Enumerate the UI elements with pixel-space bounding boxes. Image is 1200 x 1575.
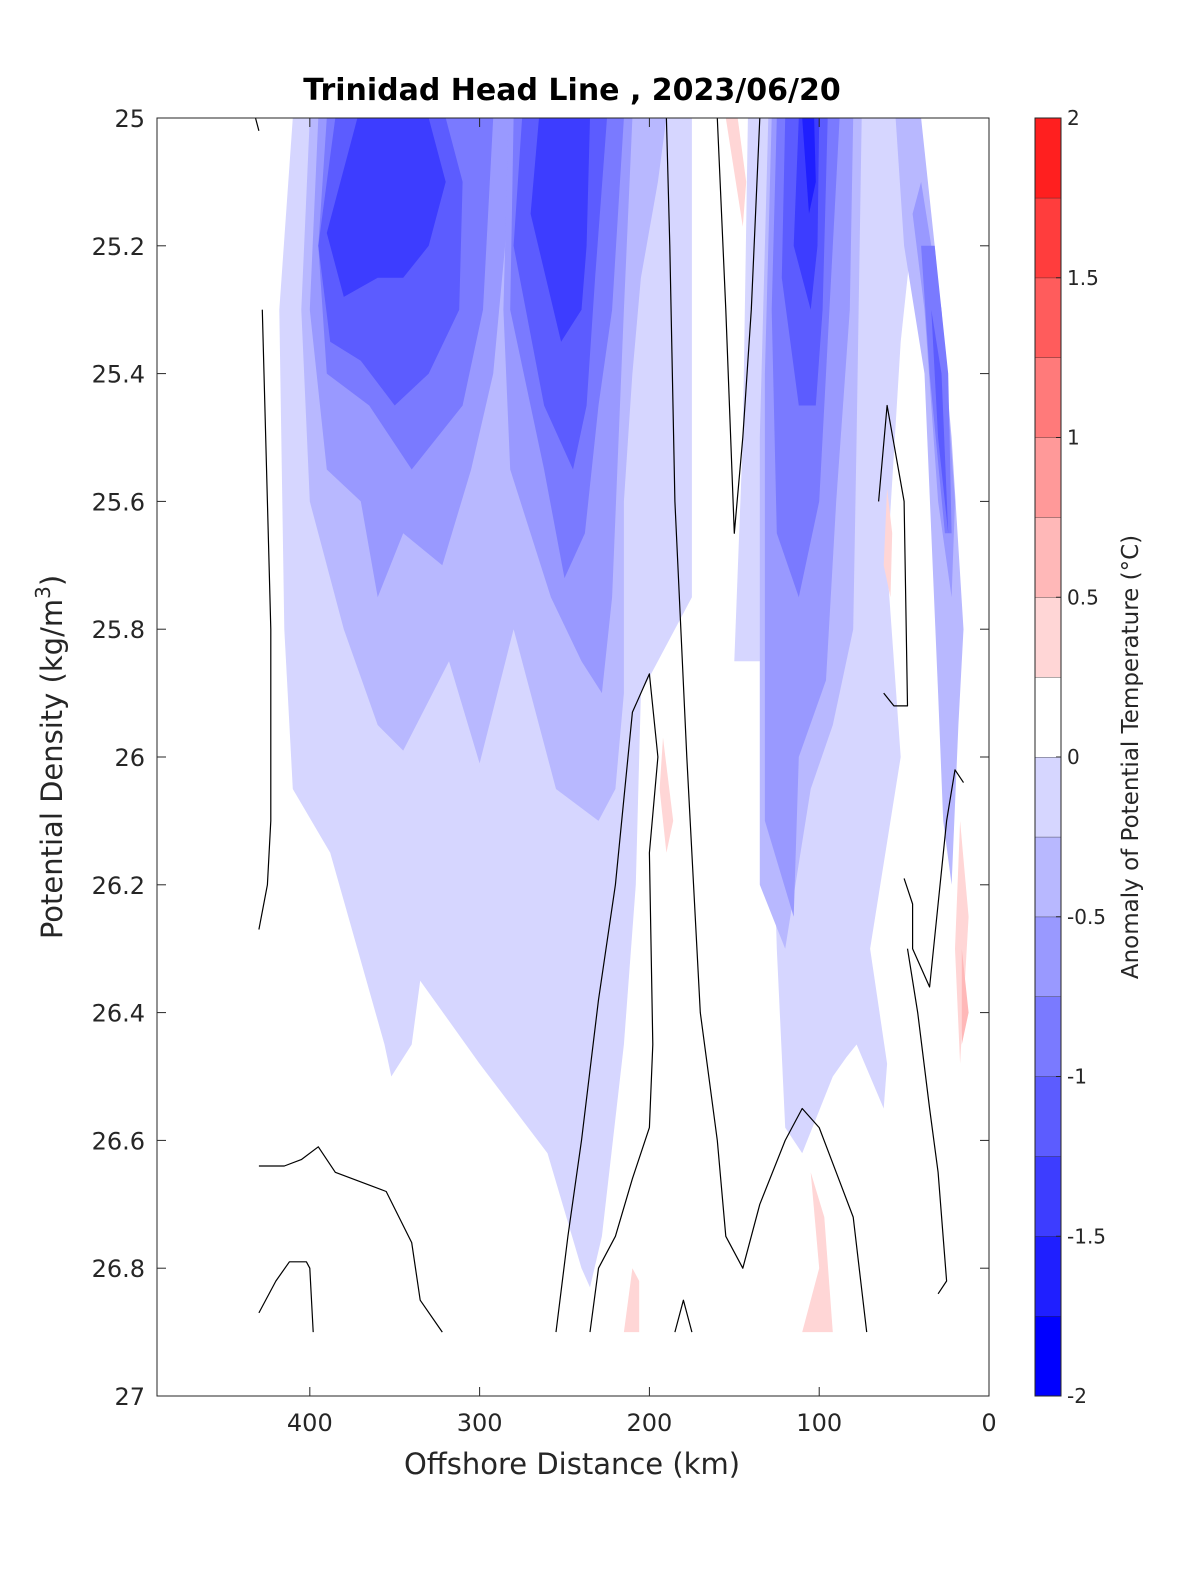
- y-tick-label: 25: [114, 105, 145, 133]
- filled-region-24: [883, 488, 893, 598]
- colorbar-tick-label: -1.5: [1067, 1224, 1106, 1248]
- colorbar-swatch: [1035, 517, 1061, 598]
- colorbar-swatch: [1035, 836, 1061, 917]
- colorbar-swatch: [1035, 197, 1061, 278]
- colorbar-tick-label: 1.5: [1067, 266, 1099, 290]
- filled-region-17: [931, 309, 949, 534]
- colorbar-swatch: [1035, 916, 1061, 997]
- filled-contours: [279, 118, 969, 1333]
- colorbar-tick-label: 2: [1067, 106, 1080, 130]
- contour-line-4: [555, 673, 659, 1333]
- filled-region-25: [955, 820, 969, 1064]
- colorbar-tick-label: 0.5: [1067, 585, 1099, 609]
- colorbar: 2 1.5 1 0.5 0 -0.5 -1 -1.5 -2 Anomaly of Potenti…: [1034, 106, 1144, 1408]
- colorbar-swatch: [1035, 1156, 1061, 1237]
- filled-region-27: [623, 1268, 640, 1333]
- contour-line-10: [906, 948, 948, 1295]
- colorbar-swatch: [1035, 757, 1061, 837]
- colorbar-swatch: [1035, 1316, 1061, 1396]
- x-tick-label: 100: [796, 1409, 842, 1437]
- colorbar-swatch: [1035, 357, 1061, 438]
- colorbar-tick-label: -1: [1067, 1065, 1087, 1089]
- filled-region-22: [725, 118, 747, 227]
- colorbar-swatch: [1035, 437, 1061, 518]
- y-axis-label-tail: ): [35, 575, 69, 586]
- x-axis: 400 300 200 100 0: [287, 118, 997, 1437]
- y-tick-label: 25.2: [92, 233, 145, 261]
- y-tick-label: 26.8: [92, 1255, 145, 1283]
- colorbar-swatch: [1035, 277, 1061, 358]
- colorbar-tick-label: 0: [1067, 745, 1080, 769]
- colorbar-tick-label: -2: [1067, 1384, 1087, 1408]
- filled-region-28: [802, 1172, 833, 1333]
- contour-line-3: [258, 1261, 314, 1333]
- contour-line-1: [254, 118, 260, 131]
- y-tick-label: 26.2: [92, 872, 145, 900]
- x-tick-label: 300: [457, 1409, 503, 1437]
- filled-region-23: [659, 737, 674, 853]
- filled-region-5: [895, 118, 964, 885]
- y-axis-label-main: Potential Density (kg/m: [35, 599, 69, 939]
- chart-title: Trinidad Head Line , 2023/06/20: [303, 73, 840, 108]
- colorbar-swatch: [1035, 597, 1061, 678]
- colorbar-swatch: [1035, 1236, 1061, 1317]
- y-tick-label: 26: [114, 744, 145, 772]
- contour-line-9: [903, 769, 964, 988]
- contour-line-8: [878, 404, 909, 707]
- colorbar-ticks: 2 1.5 1 0.5 0 -0.5 -1 -1.5 -2: [1056, 106, 1106, 1408]
- filled-region-18: [326, 118, 446, 297]
- filled-region-2: [846, 309, 884, 725]
- y-tick-label: 25.4: [92, 361, 145, 389]
- colorbar-swatch: [1035, 118, 1061, 198]
- colorbar-swatch: [1035, 996, 1061, 1077]
- y-axis-label: Potential Density (kg/m3): [31, 575, 69, 939]
- colorbar-tick-label: 1: [1067, 426, 1080, 450]
- y-tick-label: 26.6: [92, 1127, 145, 1155]
- filled-region-19: [530, 118, 590, 342]
- colorbar-tick-label: -0.5: [1067, 905, 1106, 929]
- colorbar-swatches: [1035, 117, 1061, 1396]
- y-axis: 25 25.2 25.4 25.6 25.8 26 26.2 26.4 26.6 26.8 27: [92, 105, 989, 1411]
- contour-line-0: [258, 309, 272, 930]
- y-tick-label: 26.4: [92, 1000, 145, 1028]
- colorbar-swatch: [1035, 1076, 1061, 1157]
- x-tick-label: 0: [981, 1409, 996, 1437]
- x-axis-label: Offshore Distance (km): [404, 1447, 740, 1481]
- colorbar-label: Anomaly of Potential Temperature (°C): [1118, 535, 1144, 979]
- y-axis-label-superscript: 3: [31, 586, 55, 599]
- colorbar-swatch: [1035, 677, 1061, 757]
- contour-line-2: [258, 1146, 443, 1333]
- x-tick-label: 400: [287, 1409, 333, 1437]
- x-tick-label: 200: [627, 1409, 673, 1437]
- y-tick-label: 25.8: [92, 616, 145, 644]
- filled-region-21: [802, 118, 816, 214]
- contour-line-7: [665, 118, 868, 1333]
- filled-region-26: [961, 948, 969, 1045]
- y-tick-label: 27: [114, 1383, 145, 1411]
- y-tick-label: 25.6: [92, 488, 145, 516]
- contour-line-6: [716, 118, 761, 534]
- zero-contour-lines: [254, 118, 964, 1333]
- contour-line-5: [674, 1299, 693, 1333]
